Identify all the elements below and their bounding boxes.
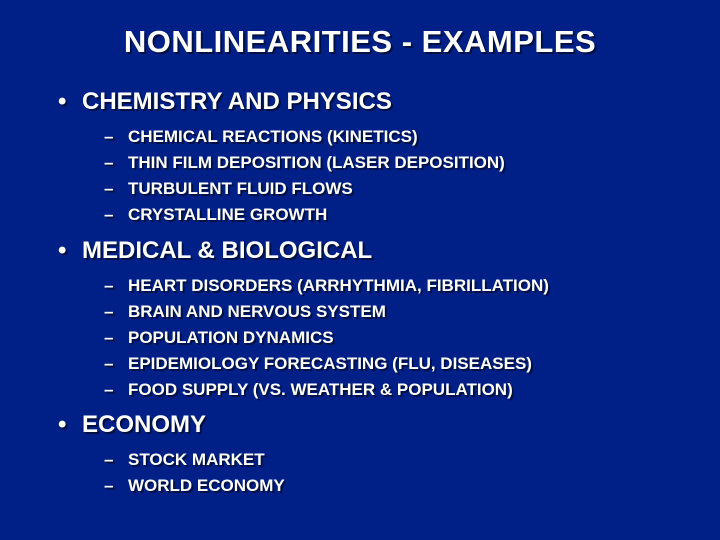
- bullet-icon: •: [58, 237, 82, 265]
- section-header: • ECONOMY: [40, 411, 680, 439]
- list-item-text: HEART DISORDERS (ARRHYTHMIA, FIBRILLATIO…: [128, 275, 549, 298]
- sub-list: –STOCK MARKET –WORLD ECONOMY: [40, 449, 680, 498]
- dash-icon: –: [104, 152, 128, 175]
- section-header-text: ECONOMY: [82, 411, 206, 439]
- slide-title: NONLINEARITIES - EXAMPLES: [40, 24, 680, 60]
- list-item: –FOOD SUPPLY (VS. WEATHER & POPULATION): [104, 379, 680, 402]
- list-item-text: STOCK MARKET: [128, 449, 265, 472]
- list-item-text: THIN FILM DEPOSITION (LASER DEPOSITION): [128, 152, 505, 175]
- dash-icon: –: [104, 301, 128, 324]
- section-header-text: MEDICAL & BIOLOGICAL: [82, 237, 372, 265]
- dash-icon: –: [104, 126, 128, 149]
- list-item: –POPULATION DYNAMICS: [104, 327, 680, 350]
- sub-list: –HEART DISORDERS (ARRHYTHMIA, FIBRILLATI…: [40, 275, 680, 402]
- section-header: • CHEMISTRY AND PHYSICS: [40, 88, 680, 116]
- dash-icon: –: [104, 449, 128, 472]
- list-item: –EPIDEMIOLOGY FORECASTING (FLU, DISEASES…: [104, 353, 680, 376]
- list-item: –CRYSTALLINE GROWTH: [104, 204, 680, 227]
- section-0: • CHEMISTRY AND PHYSICS –CHEMICAL REACTI…: [40, 88, 680, 227]
- list-item-text: POPULATION DYNAMICS: [128, 327, 334, 350]
- list-item-text: TURBULENT FLUID FLOWS: [128, 178, 353, 201]
- list-item-text: WORLD ECONOMY: [128, 475, 285, 498]
- slide: NONLINEARITIES - EXAMPLES • CHEMISTRY AN…: [0, 0, 720, 540]
- list-item: –CHEMICAL REACTIONS (KINETICS): [104, 126, 680, 149]
- dash-icon: –: [104, 178, 128, 201]
- list-item: –STOCK MARKET: [104, 449, 680, 472]
- list-item-text: FOOD SUPPLY (VS. WEATHER & POPULATION): [128, 379, 513, 402]
- list-item-text: EPIDEMIOLOGY FORECASTING (FLU, DISEASES): [128, 353, 532, 376]
- dash-icon: –: [104, 275, 128, 298]
- section-header-text: CHEMISTRY AND PHYSICS: [82, 88, 392, 116]
- section-1: • MEDICAL & BIOLOGICAL –HEART DISORDERS …: [40, 237, 680, 402]
- dash-icon: –: [104, 475, 128, 498]
- list-item-text: CHEMICAL REACTIONS (KINETICS): [128, 126, 418, 149]
- list-item: –HEART DISORDERS (ARRHYTHMIA, FIBRILLATI…: [104, 275, 680, 298]
- section-header: • MEDICAL & BIOLOGICAL: [40, 237, 680, 265]
- dash-icon: –: [104, 353, 128, 376]
- list-item-text: CRYSTALLINE GROWTH: [128, 204, 327, 227]
- list-item: –BRAIN AND NERVOUS SYSTEM: [104, 301, 680, 324]
- sub-list: –CHEMICAL REACTIONS (KINETICS) –THIN FIL…: [40, 126, 680, 227]
- dash-icon: –: [104, 327, 128, 350]
- bullet-icon: •: [58, 88, 82, 116]
- list-item: –THIN FILM DEPOSITION (LASER DEPOSITION): [104, 152, 680, 175]
- dash-icon: –: [104, 379, 128, 402]
- list-item-text: BRAIN AND NERVOUS SYSTEM: [128, 301, 386, 324]
- list-item: –WORLD ECONOMY: [104, 475, 680, 498]
- dash-icon: –: [104, 204, 128, 227]
- bullet-icon: •: [58, 411, 82, 439]
- list-item: –TURBULENT FLUID FLOWS: [104, 178, 680, 201]
- section-2: • ECONOMY –STOCK MARKET –WORLD ECONOMY: [40, 411, 680, 498]
